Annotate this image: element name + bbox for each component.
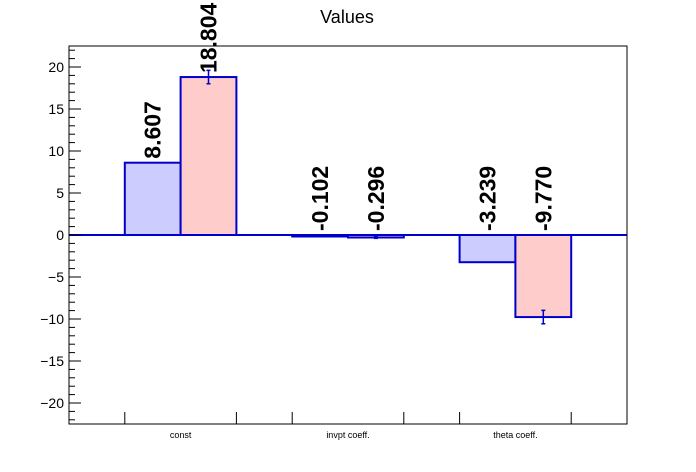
y-tick-label: 5 <box>56 185 64 201</box>
x-category-label: theta coeff. <box>493 430 537 440</box>
data-label-s1-0: 8.607 <box>140 101 166 159</box>
bar-s2-2 <box>514 234 573 319</box>
bar-s1-0 <box>123 161 182 236</box>
y-tick-label: −5 <box>48 269 64 285</box>
data-label-s2-1: -0.296 <box>363 166 389 231</box>
chart-title: Values <box>320 7 374 27</box>
y-tick-label: −10 <box>40 311 64 327</box>
y-tick-label: 0 <box>56 227 64 243</box>
bars-layer <box>123 69 573 325</box>
data-labels-layer: 8.607 -0.102 -3.239 18.804 -0.296 -9.770 <box>140 2 557 231</box>
x-category-label: invpt coeff. <box>326 430 369 440</box>
data-label-s1-2: -3.239 <box>475 166 501 231</box>
bar-s2-0 <box>179 76 238 236</box>
y-tick-label: 15 <box>48 101 64 117</box>
bar-s1-2 <box>458 234 517 264</box>
y-tick-label: −20 <box>40 395 64 411</box>
y-tick-label: 10 <box>48 143 64 159</box>
y-tick-label: 20 <box>48 59 64 75</box>
x-category-label: const <box>170 430 192 440</box>
data-label-s1-1: -0.102 <box>307 166 333 231</box>
data-label-s2-2: -9.770 <box>530 166 556 231</box>
axes: −20 −15 −10 −5 0 5 10 15 20 const invpt coeff. thet… <box>40 45 628 440</box>
data-label-s2-0: 18.804 <box>196 2 222 73</box>
y-tick-label: −15 <box>40 353 64 369</box>
